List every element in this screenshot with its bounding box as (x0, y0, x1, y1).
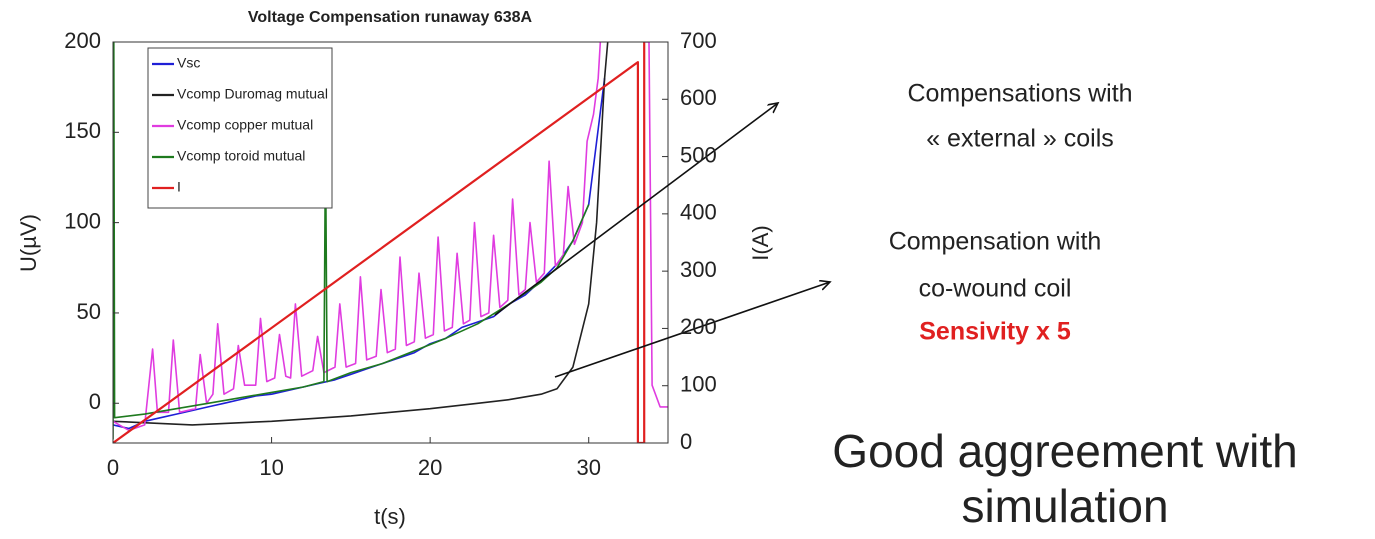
y2-tick-label: 0 (680, 429, 692, 454)
y-axis-label: U(µV) (16, 214, 41, 272)
x-tick-label: 20 (418, 455, 442, 480)
series-line (113, 78, 606, 430)
annotation: co-wound coil (919, 275, 1072, 303)
legend-label: Vcomp toroid mutual (177, 148, 305, 164)
annotation: « external » coils (926, 125, 1114, 153)
y2-tick-label: 100 (680, 372, 717, 397)
x-tick-label: 10 (259, 455, 283, 480)
plot-frame (112, 41, 669, 444)
y2-tick-label: 500 (680, 142, 717, 167)
arrow (494, 103, 778, 316)
conclusion: Good aggreement with (832, 425, 1297, 477)
y-tick-label: 200 (64, 28, 101, 53)
y2-tick-label: 700 (680, 28, 717, 53)
series-line (113, 42, 646, 443)
y-tick-label: 50 (77, 299, 101, 324)
series-line (113, 42, 609, 426)
legend-box (147, 47, 333, 209)
y2-tick-label: 200 (680, 314, 717, 339)
y2-axis-label: I(A) (748, 225, 773, 260)
y-tick-label: 100 (64, 208, 101, 233)
legend: Vsc Vcomp Duromag mutual Vcomp copper mutu… (147, 47, 333, 209)
y-tick-label: 0 (89, 389, 101, 414)
legend-label: I (177, 179, 181, 195)
y2-tick-label: 600 (680, 85, 717, 110)
legend-label: Vcomp Duromag mutual (177, 86, 328, 102)
legend-label: Vsc (177, 55, 200, 71)
legend-label: Vcomp copper mutual (177, 117, 313, 133)
annotation: Compensation with (889, 228, 1102, 256)
x-tick-label: 0 (107, 455, 119, 480)
x-tick-label: 30 (576, 455, 600, 480)
y-tick-label: 150 (64, 118, 101, 143)
annotation-highlight: Sensivity x 5 (919, 318, 1071, 346)
y2-tick-label: 400 (680, 200, 717, 225)
chart-title: Voltage Compensation runaway 638A (248, 9, 533, 26)
arrow (554, 282, 830, 378)
x-axis-label: t(s) (374, 504, 406, 529)
conclusion: simulation (961, 480, 1168, 532)
annotation: Compensations with (907, 80, 1132, 108)
series-line (113, 42, 668, 432)
y2-tick-label: 300 (680, 257, 717, 282)
